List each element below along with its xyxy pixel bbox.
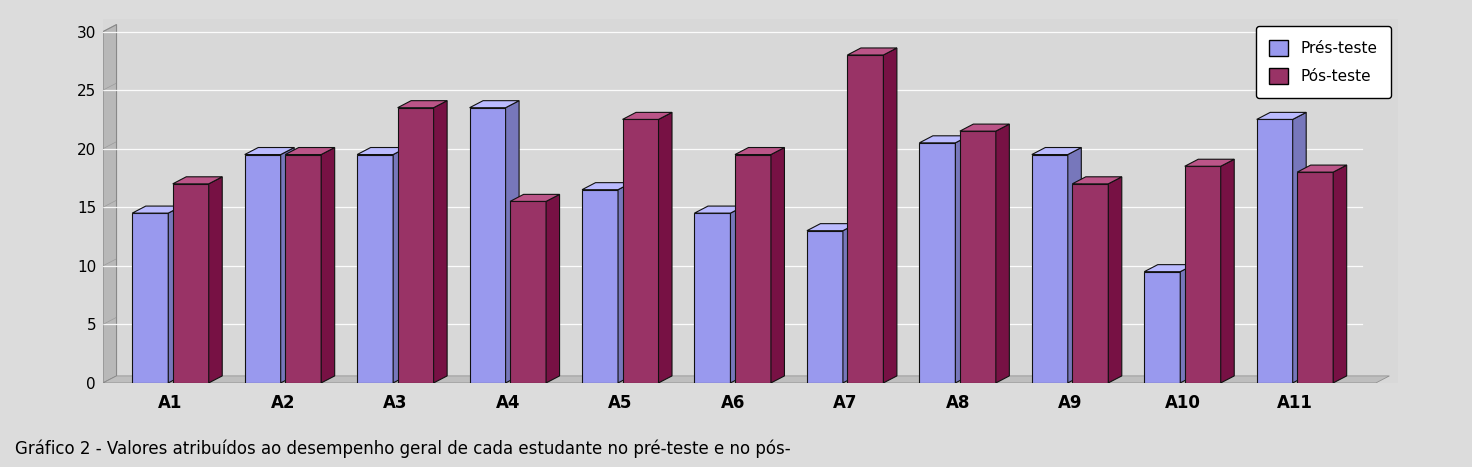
Polygon shape — [172, 184, 209, 383]
Polygon shape — [1334, 165, 1347, 383]
Polygon shape — [1220, 159, 1234, 383]
Polygon shape — [1144, 265, 1194, 272]
Polygon shape — [505, 101, 520, 383]
Polygon shape — [1032, 155, 1067, 383]
Polygon shape — [434, 101, 447, 383]
Polygon shape — [1181, 265, 1194, 383]
Polygon shape — [1032, 148, 1082, 155]
Polygon shape — [920, 143, 955, 383]
Polygon shape — [1067, 148, 1082, 383]
Polygon shape — [735, 148, 785, 155]
Polygon shape — [132, 213, 168, 383]
Polygon shape — [807, 231, 843, 383]
Polygon shape — [1108, 177, 1122, 383]
Polygon shape — [1257, 120, 1292, 383]
Polygon shape — [658, 113, 673, 383]
Polygon shape — [172, 177, 222, 184]
Polygon shape — [1144, 272, 1181, 383]
Polygon shape — [695, 206, 743, 213]
Polygon shape — [695, 213, 730, 383]
Polygon shape — [848, 55, 883, 383]
Polygon shape — [393, 148, 406, 383]
Polygon shape — [1297, 165, 1347, 172]
Polygon shape — [321, 148, 334, 383]
Polygon shape — [103, 376, 1390, 383]
Polygon shape — [397, 108, 434, 383]
Polygon shape — [960, 131, 997, 383]
Polygon shape — [997, 124, 1010, 383]
Polygon shape — [581, 190, 618, 383]
Legend: Prés-teste, Pós-teste: Prés-teste, Pós-teste — [1256, 26, 1391, 98]
Polygon shape — [735, 155, 771, 383]
Polygon shape — [1185, 159, 1234, 166]
Polygon shape — [168, 206, 181, 383]
Polygon shape — [623, 120, 658, 383]
Polygon shape — [470, 108, 505, 383]
Polygon shape — [1297, 172, 1334, 383]
Polygon shape — [581, 183, 631, 190]
Polygon shape — [1257, 113, 1306, 120]
Polygon shape — [920, 136, 969, 143]
Polygon shape — [470, 101, 520, 108]
Polygon shape — [281, 148, 294, 383]
Polygon shape — [209, 177, 222, 383]
Polygon shape — [244, 155, 281, 383]
Polygon shape — [730, 206, 743, 383]
Polygon shape — [286, 148, 334, 155]
Polygon shape — [843, 224, 857, 383]
Polygon shape — [960, 124, 1010, 131]
Polygon shape — [358, 155, 393, 383]
Polygon shape — [358, 148, 406, 155]
Polygon shape — [511, 194, 559, 201]
Polygon shape — [883, 48, 896, 383]
Polygon shape — [618, 183, 631, 383]
Polygon shape — [244, 148, 294, 155]
Polygon shape — [132, 206, 181, 213]
Polygon shape — [1185, 166, 1220, 383]
Polygon shape — [511, 201, 546, 383]
Polygon shape — [1292, 113, 1306, 383]
Polygon shape — [623, 113, 673, 120]
Polygon shape — [397, 101, 447, 108]
Text: Gráfico 2 - Valores atribuídos ao desempenho geral de cada estudante no pré-test: Gráfico 2 - Valores atribuídos ao desemp… — [15, 439, 790, 458]
Polygon shape — [286, 155, 321, 383]
Polygon shape — [546, 194, 559, 383]
Polygon shape — [848, 48, 896, 55]
Polygon shape — [103, 25, 116, 383]
Polygon shape — [771, 148, 785, 383]
Polygon shape — [807, 224, 857, 231]
Polygon shape — [955, 136, 969, 383]
Polygon shape — [1072, 184, 1108, 383]
Polygon shape — [1072, 177, 1122, 184]
